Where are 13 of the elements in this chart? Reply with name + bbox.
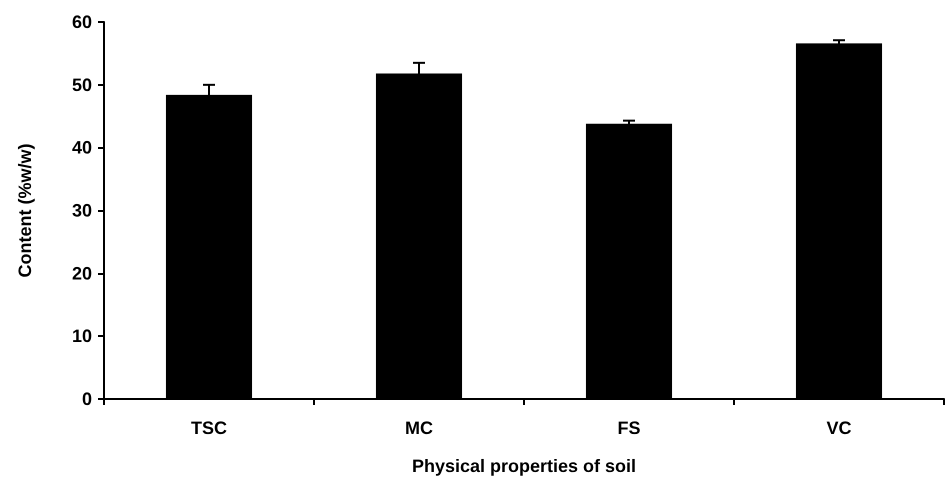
y-tick-label: 10 bbox=[72, 326, 92, 346]
x-axis-title: Physical properties of soil bbox=[412, 456, 636, 476]
y-axis-title: Content (%w/w) bbox=[15, 144, 35, 278]
y-tick-label: 0 bbox=[82, 389, 92, 409]
x-tick-label: TSC bbox=[191, 418, 227, 438]
y-tick-label: 60 bbox=[72, 12, 92, 32]
y-tick-label: 30 bbox=[72, 200, 92, 220]
y-tick-label: 20 bbox=[72, 263, 92, 284]
y-tick-label: 50 bbox=[72, 74, 92, 95]
x-tick-label: VC bbox=[826, 418, 852, 438]
y-tick-label: 40 bbox=[72, 138, 92, 158]
x-tick-label: FS bbox=[617, 418, 641, 438]
x-tick-label: MC bbox=[405, 418, 433, 438]
